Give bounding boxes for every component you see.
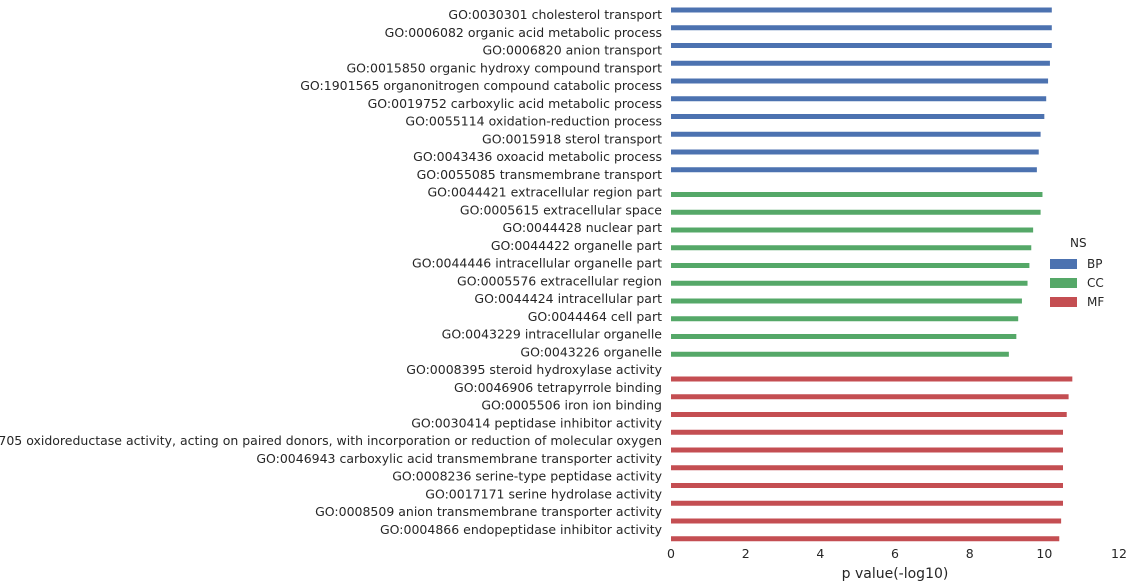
- category-label: GO:0006082 organic acid metabolic proces…: [385, 25, 662, 40]
- bar-bp: [671, 149, 1039, 155]
- category-label: GO:0017171 serine hydrolase activity: [425, 486, 662, 501]
- bar-mf: [671, 483, 1063, 488]
- bar-cc: [671, 227, 1034, 233]
- bars-group: [671, 7, 1073, 542]
- category-label: GO:0055085 transmembrane transport: [417, 167, 663, 182]
- bar-bp: [671, 25, 1052, 31]
- category-label: GO:0044464 cell part: [528, 309, 662, 324]
- x-tick-label: 10: [1036, 546, 1052, 561]
- category-label: GO:0055114 oxidation-reduction process: [405, 114, 662, 129]
- x-tick-labels-group: 0 2 4 6 8 10 12: [667, 546, 1127, 561]
- category-label: GO:0030301 cholesterol transport: [448, 7, 662, 22]
- bar-cc: [671, 263, 1030, 268]
- category-label: GO:0016705 oxidoreductase activity, acti…: [0, 433, 662, 448]
- category-label: GO:0019752 carboxylic acid metabolic pro…: [368, 96, 662, 111]
- x-tick-label: 6: [891, 546, 899, 561]
- category-label: GO:0004866 endopeptidase inhibitor activ…: [380, 522, 663, 537]
- legend-item-cc: CC: [1050, 273, 1130, 292]
- category-label: GO:0044424 intracellular part: [474, 291, 662, 306]
- category-label: GO:1901565 organonitrogen compound catab…: [300, 78, 662, 93]
- category-label: GO:0005506 iron ion binding: [481, 398, 662, 413]
- category-labels-group: GO:0030301 cholesterol transport GO:00060…: [0, 7, 663, 537]
- bar-cc: [671, 280, 1028, 286]
- category-label: GO:0008395 steroid hydroxylase activity: [406, 362, 662, 377]
- bar-bp: [671, 131, 1041, 137]
- category-label: GO:0046906 tetrapyrrole binding: [454, 380, 662, 395]
- category-label: GO:0008236 serine-type peptidase activit…: [392, 469, 662, 484]
- bar-cc: [671, 192, 1043, 197]
- x-tick-label: 8: [966, 546, 974, 561]
- legend-item-bp: BP: [1050, 254, 1130, 273]
- category-label: GO:0005615 extracellular space: [460, 202, 662, 217]
- x-tick-label: 4: [816, 546, 824, 561]
- legend-label: MF: [1087, 294, 1105, 309]
- bar-cc: [671, 245, 1032, 251]
- bar-mf: [671, 412, 1067, 417]
- category-label: GO:0006820 anion transport: [482, 43, 662, 58]
- legend-label: BP: [1087, 256, 1103, 271]
- x-tick-label: 12: [1111, 546, 1127, 561]
- bar-mf: [671, 429, 1063, 435]
- bar-mf: [671, 500, 1063, 506]
- legend-swatch: [1050, 277, 1077, 288]
- bar-cc: [671, 334, 1017, 339]
- bar-mf: [671, 394, 1069, 400]
- bar-cc: [671, 316, 1019, 322]
- x-tick-label: 2: [742, 546, 750, 561]
- bar-mf: [671, 465, 1063, 471]
- category-label: GO:0043436 oxoacid metabolic process: [413, 149, 662, 164]
- bar-cc: [671, 298, 1022, 304]
- category-label: GO:0043226 organelle: [520, 344, 662, 359]
- legend-label: CC: [1087, 275, 1104, 290]
- bar-bp: [671, 167, 1037, 173]
- legend-item-mf: MF: [1050, 292, 1130, 311]
- bar-cc: [671, 351, 1009, 357]
- category-label: GO:0015850 organic hydroxy compound tran…: [346, 60, 662, 75]
- bar-mf: [671, 376, 1073, 382]
- bar-mf: [671, 536, 1060, 542]
- legend-swatch: [1050, 258, 1077, 269]
- category-label: GO:0005576 extracellular region: [457, 273, 662, 288]
- bar-bp: [671, 7, 1052, 13]
- category-label: GO:0044421 extracellular region part: [427, 185, 662, 200]
- bar-mf: [671, 447, 1063, 453]
- bar-cc: [671, 209, 1041, 215]
- legend-title: NS: [1070, 236, 1087, 250]
- legend: NS BP CC MF: [1050, 236, 1130, 311]
- bar-bp: [671, 78, 1049, 84]
- category-label: GO:0008509 anion transmembrane transport…: [315, 504, 662, 519]
- x-axis-label: p value(-log10): [842, 566, 949, 582]
- bar-bp: [671, 96, 1047, 102]
- x-tick-label: 0: [667, 546, 675, 561]
- category-label: GO:0044422 organelle part: [491, 238, 662, 253]
- category-label: GO:0044428 nuclear part: [503, 220, 663, 235]
- category-label: GO:0046943 carboxylic acid transmembrane…: [256, 451, 662, 466]
- category-label: GO:0015918 sterol transport: [482, 131, 662, 146]
- category-label: GO:0044446 intracellular organelle part: [412, 256, 662, 271]
- category-label: GO:0043229 intracellular organelle: [442, 327, 663, 342]
- category-label: GO:0030414 peptidase inhibitor activity: [411, 415, 662, 430]
- legend-items: BP CC MF: [1050, 254, 1130, 311]
- bar-bp: [671, 114, 1045, 119]
- bar-mf: [671, 518, 1062, 524]
- bar-bp: [671, 60, 1050, 66]
- legend-swatch: [1050, 296, 1077, 307]
- bar-bp: [671, 43, 1052, 48]
